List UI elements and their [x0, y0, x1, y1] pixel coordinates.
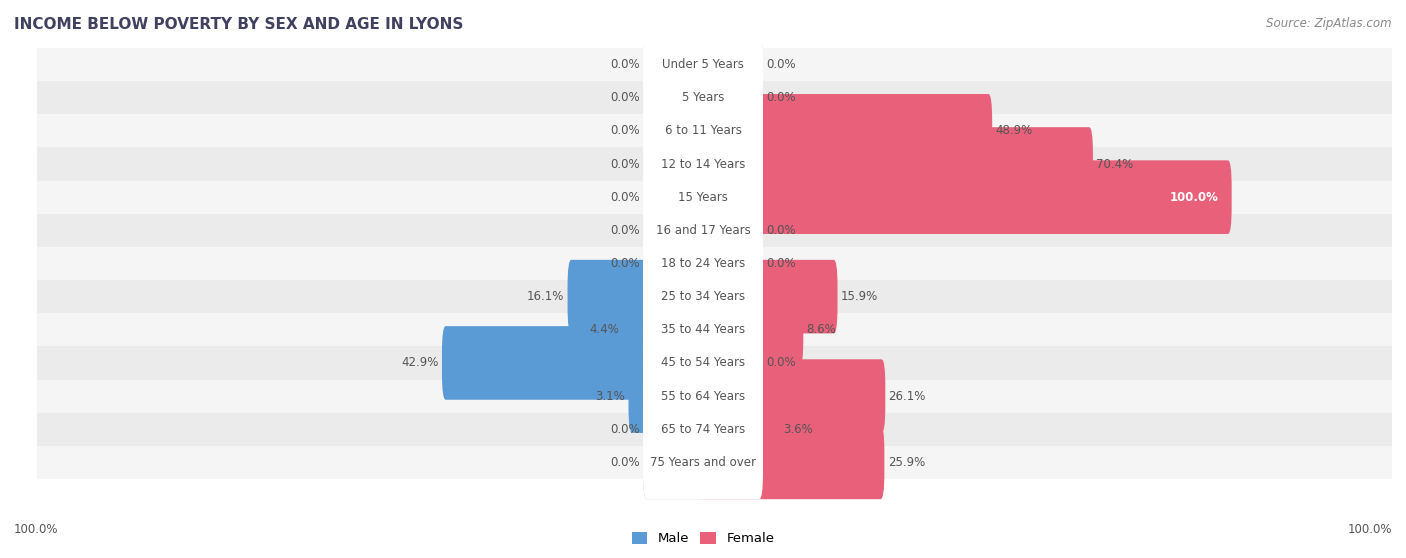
FancyBboxPatch shape [699, 293, 803, 367]
Text: 0.0%: 0.0% [610, 58, 640, 71]
FancyBboxPatch shape [643, 94, 707, 167]
FancyBboxPatch shape [699, 326, 763, 400]
FancyBboxPatch shape [628, 359, 707, 433]
Text: INCOME BELOW POVERTY BY SEX AND AGE IN LYONS: INCOME BELOW POVERTY BY SEX AND AGE IN L… [14, 17, 464, 32]
Text: 0.0%: 0.0% [766, 224, 796, 237]
FancyBboxPatch shape [643, 227, 707, 300]
FancyBboxPatch shape [699, 359, 886, 433]
Text: 45 to 54 Years: 45 to 54 Years [661, 357, 745, 369]
FancyBboxPatch shape [643, 160, 763, 234]
Text: 0.0%: 0.0% [766, 357, 796, 369]
FancyBboxPatch shape [643, 359, 763, 433]
Text: 3.1%: 3.1% [596, 389, 626, 403]
FancyBboxPatch shape [643, 392, 763, 466]
Text: 25.9%: 25.9% [887, 456, 925, 469]
FancyBboxPatch shape [643, 61, 707, 134]
Text: 6 to 11 Years: 6 to 11 Years [665, 124, 741, 137]
Text: 0.0%: 0.0% [610, 257, 640, 270]
Text: 25 to 34 Years: 25 to 34 Years [661, 290, 745, 303]
FancyBboxPatch shape [699, 160, 1232, 234]
Text: 0.0%: 0.0% [610, 423, 640, 436]
Bar [38, 413, 1406, 446]
FancyBboxPatch shape [643, 426, 707, 499]
Text: 42.9%: 42.9% [401, 357, 439, 369]
Text: 16.1%: 16.1% [527, 290, 564, 303]
FancyBboxPatch shape [643, 227, 763, 300]
FancyBboxPatch shape [568, 260, 707, 334]
Bar [38, 48, 1406, 81]
Bar [38, 181, 1406, 214]
Bar [38, 379, 1406, 413]
Text: 0.0%: 0.0% [610, 91, 640, 104]
FancyBboxPatch shape [699, 127, 1092, 201]
FancyBboxPatch shape [643, 194, 763, 267]
Bar [38, 280, 1406, 313]
FancyBboxPatch shape [699, 28, 763, 102]
Text: 4.4%: 4.4% [589, 323, 619, 336]
Text: 0.0%: 0.0% [766, 91, 796, 104]
Text: Under 5 Years: Under 5 Years [662, 58, 744, 71]
FancyBboxPatch shape [643, 94, 763, 167]
Text: 100.0%: 100.0% [14, 523, 59, 536]
FancyBboxPatch shape [643, 392, 707, 466]
Bar [38, 81, 1406, 114]
FancyBboxPatch shape [643, 28, 707, 102]
Text: 0.0%: 0.0% [766, 58, 796, 71]
FancyBboxPatch shape [699, 392, 780, 466]
Text: 65 to 74 Years: 65 to 74 Years [661, 423, 745, 436]
Text: 3.6%: 3.6% [783, 423, 813, 436]
Text: 0.0%: 0.0% [610, 157, 640, 171]
Text: 12 to 14 Years: 12 to 14 Years [661, 157, 745, 171]
Bar [38, 446, 1406, 479]
Bar [38, 247, 1406, 280]
Text: 55 to 64 Years: 55 to 64 Years [661, 389, 745, 403]
FancyBboxPatch shape [699, 61, 763, 134]
Text: 100.0%: 100.0% [1170, 191, 1219, 204]
FancyBboxPatch shape [643, 61, 763, 134]
Text: 5 Years: 5 Years [682, 91, 724, 104]
Text: 70.4%: 70.4% [1097, 157, 1133, 171]
Text: 35 to 44 Years: 35 to 44 Years [661, 323, 745, 336]
Bar [38, 214, 1406, 247]
Text: 18 to 24 Years: 18 to 24 Years [661, 257, 745, 270]
Text: 100.0%: 100.0% [1347, 523, 1392, 536]
Bar [38, 147, 1406, 181]
Text: 26.1%: 26.1% [889, 389, 927, 403]
Text: 48.9%: 48.9% [995, 124, 1032, 137]
Text: 0.0%: 0.0% [610, 224, 640, 237]
FancyBboxPatch shape [699, 426, 884, 499]
FancyBboxPatch shape [643, 326, 763, 400]
FancyBboxPatch shape [643, 127, 707, 201]
Legend: Male, Female: Male, Female [626, 527, 780, 551]
FancyBboxPatch shape [623, 293, 707, 367]
Text: 16 and 17 Years: 16 and 17 Years [655, 224, 751, 237]
FancyBboxPatch shape [643, 260, 763, 334]
FancyBboxPatch shape [643, 160, 707, 234]
FancyBboxPatch shape [643, 127, 763, 201]
FancyBboxPatch shape [441, 326, 707, 400]
FancyBboxPatch shape [643, 426, 763, 499]
Text: 15 Years: 15 Years [678, 191, 728, 204]
FancyBboxPatch shape [699, 194, 763, 267]
Text: 0.0%: 0.0% [766, 257, 796, 270]
Text: Source: ZipAtlas.com: Source: ZipAtlas.com [1267, 17, 1392, 30]
Text: 0.0%: 0.0% [610, 456, 640, 469]
FancyBboxPatch shape [643, 293, 763, 367]
Bar [38, 114, 1406, 147]
FancyBboxPatch shape [699, 227, 763, 300]
Text: 75 Years and over: 75 Years and over [650, 456, 756, 469]
Text: 0.0%: 0.0% [610, 191, 640, 204]
FancyBboxPatch shape [699, 94, 993, 167]
Text: 15.9%: 15.9% [841, 290, 877, 303]
FancyBboxPatch shape [699, 260, 838, 334]
Text: 0.0%: 0.0% [610, 124, 640, 137]
FancyBboxPatch shape [643, 28, 763, 102]
Bar [38, 347, 1406, 379]
Text: 8.6%: 8.6% [807, 323, 837, 336]
Bar [38, 313, 1406, 347]
FancyBboxPatch shape [643, 194, 707, 267]
